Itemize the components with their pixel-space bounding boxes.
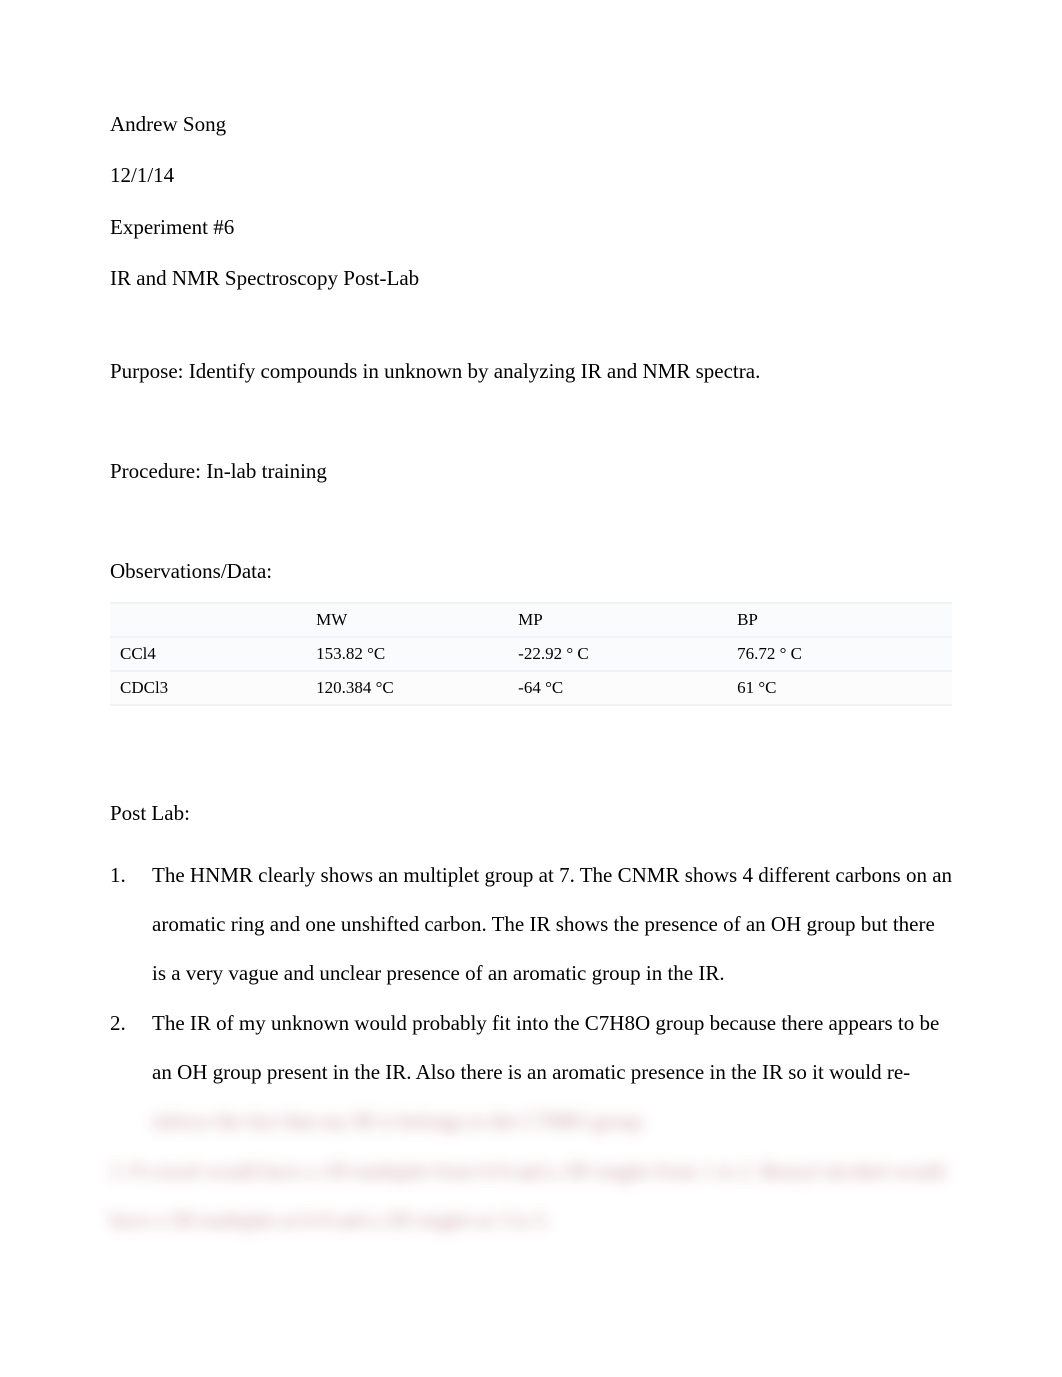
list-item: 1. The HNMR clearly shows an multiplet g… — [110, 851, 952, 999]
table-header-mp: MP — [514, 603, 733, 637]
table-header-row: MW MP BP — [110, 603, 952, 637]
data-table: MW MP BP CCl4 153.82 °C -22.92 ° C 76.72… — [110, 602, 952, 706]
table-header-mw: MW — [312, 603, 514, 637]
postlab-heading: Post Lab: — [110, 801, 952, 826]
purpose-text: Identify compounds in unknown by analyzi… — [189, 359, 761, 383]
list-item: 2. The IR of my unknown would probably f… — [110, 999, 952, 1098]
purpose-label: Purpose: — [110, 359, 184, 383]
list-item-visible-text: The IR of my unknown would probably fit … — [152, 1011, 939, 1084]
document-date: 12/1/14 — [110, 161, 952, 190]
procedure-text: In-lab training — [206, 459, 327, 483]
table-cell-mp: -22.92 ° C — [514, 637, 733, 671]
table-cell-bp: 76.72 ° C — [733, 637, 952, 671]
table-cell-mw: 120.384 °C — [312, 671, 514, 705]
table-row: CCl4 153.82 °C -22.92 ° C 76.72 ° C — [110, 637, 952, 671]
procedure-label: Procedure: — [110, 459, 201, 483]
list-item-text: The HNMR clearly shows an multiplet grou… — [152, 851, 952, 999]
list-item-number: 2. — [110, 999, 152, 1098]
purpose-section: Purpose: Identify compounds in unknown b… — [110, 359, 952, 384]
list-item-number: 1. — [110, 851, 152, 999]
blurred-text-tail: 3. P-cresol would have a 1H multiplet fr… — [110, 1147, 952, 1246]
postlab-list: 1. The HNMR clearly shows an multiplet g… — [110, 851, 952, 1098]
table-cell-mp: -64 °C — [514, 671, 733, 705]
table-cell-compound: CCl4 — [110, 637, 312, 671]
author-name: Andrew Song — [110, 110, 952, 139]
table-cell-compound: CDCl3 — [110, 671, 312, 705]
observations-heading: Observations/Data: — [110, 559, 952, 584]
table-cell-bp: 61 °C — [733, 671, 952, 705]
postlab-section: Post Lab: 1. The HNMR clearly shows an m… — [110, 801, 952, 1246]
table-header-bp: BP — [733, 603, 952, 637]
blurred-content-block: inforce the fact that my IR is belongs t… — [110, 1097, 952, 1146]
header-block: Andrew Song 12/1/14 Experiment #6 IR and… — [110, 110, 952, 294]
blurred-text-line: inforce the fact that my IR is belongs t… — [152, 1097, 952, 1146]
procedure-section: Procedure: In-lab training — [110, 459, 952, 484]
document-title: IR and NMR Spectroscopy Post-Lab — [110, 264, 952, 293]
list-item-text: The IR of my unknown would probably fit … — [152, 999, 952, 1098]
table-header-blank — [110, 603, 312, 637]
observations-section: Observations/Data: MW MP BP CCl4 153.82 … — [110, 559, 952, 706]
table-cell-mw: 153.82 °C — [312, 637, 514, 671]
experiment-number: Experiment #6 — [110, 213, 952, 242]
table-row: CDCl3 120.384 °C -64 °C 61 °C — [110, 671, 952, 705]
